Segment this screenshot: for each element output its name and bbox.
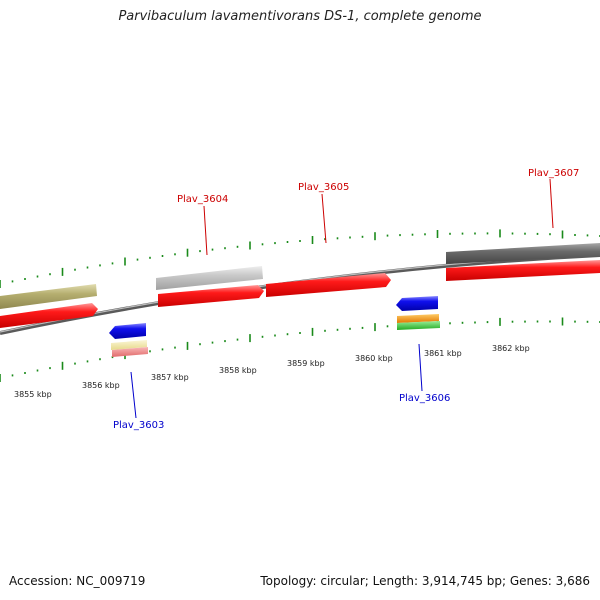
outer-tick-track [0, 229, 600, 288]
leader-plav3607 [549, 178, 554, 229]
label-plav3605[interactable]: Plav_3605 [298, 182, 349, 193]
scale-label-3855: 3855 kbp [14, 390, 52, 399]
scale-label-3857: 3857 kbp [151, 373, 189, 382]
gene-blue-plav3606[interactable] [396, 296, 438, 311]
forward-genes [0, 243, 600, 328]
gene-red-plav3607[interactable] [446, 260, 600, 281]
label-plav3604[interactable]: Plav_3604 [177, 194, 228, 205]
scale-label-3858: 3858 kbp [219, 366, 257, 375]
scale-label-3856: 3856 kbp [82, 381, 120, 390]
gene-lightgray-fwd[interactable] [156, 266, 263, 290]
leader-plav3606 [418, 343, 423, 392]
gene-red-plav3605[interactable] [266, 273, 391, 297]
scale-label-3860: 3860 kbp [355, 354, 393, 363]
scale-label-3859: 3859 kbp [287, 359, 325, 368]
gene-green-rev[interactable] [397, 321, 440, 330]
gene-orange-rev[interactable] [397, 314, 439, 323]
gene-yellow-rev[interactable] [111, 340, 147, 350]
leader-plav3605 [321, 193, 327, 244]
gene-red-left[interactable] [0, 303, 98, 328]
reverse-genes [109, 296, 440, 357]
gene-blue-plav3603[interactable] [109, 323, 146, 339]
gene-pink-rev[interactable] [112, 347, 148, 357]
topology-summary: Topology: circular; Length: 3,914,745 bp… [260, 574, 590, 588]
gene-darkgray-fwd[interactable] [446, 243, 600, 264]
scale-label-3862: 3862 kbp [492, 344, 530, 353]
map-title: Parvibaculum lavamentivorans DS-1, compl… [118, 9, 482, 24]
scale-label-3861: 3861 kbp [424, 349, 462, 358]
leader-plav3603 [130, 371, 137, 419]
gene-olive-fwd[interactable] [0, 284, 97, 309]
accession-text: Accession: NC_009719 [9, 574, 146, 588]
label-plav3606[interactable]: Plav_3606 [399, 393, 450, 404]
leader-plav3604 [203, 205, 208, 256]
label-plav3603[interactable]: Plav_3603 [113, 420, 164, 431]
label-plav3607[interactable]: Plav_3607 [528, 168, 579, 179]
gene-red-plav3604[interactable] [158, 285, 264, 307]
